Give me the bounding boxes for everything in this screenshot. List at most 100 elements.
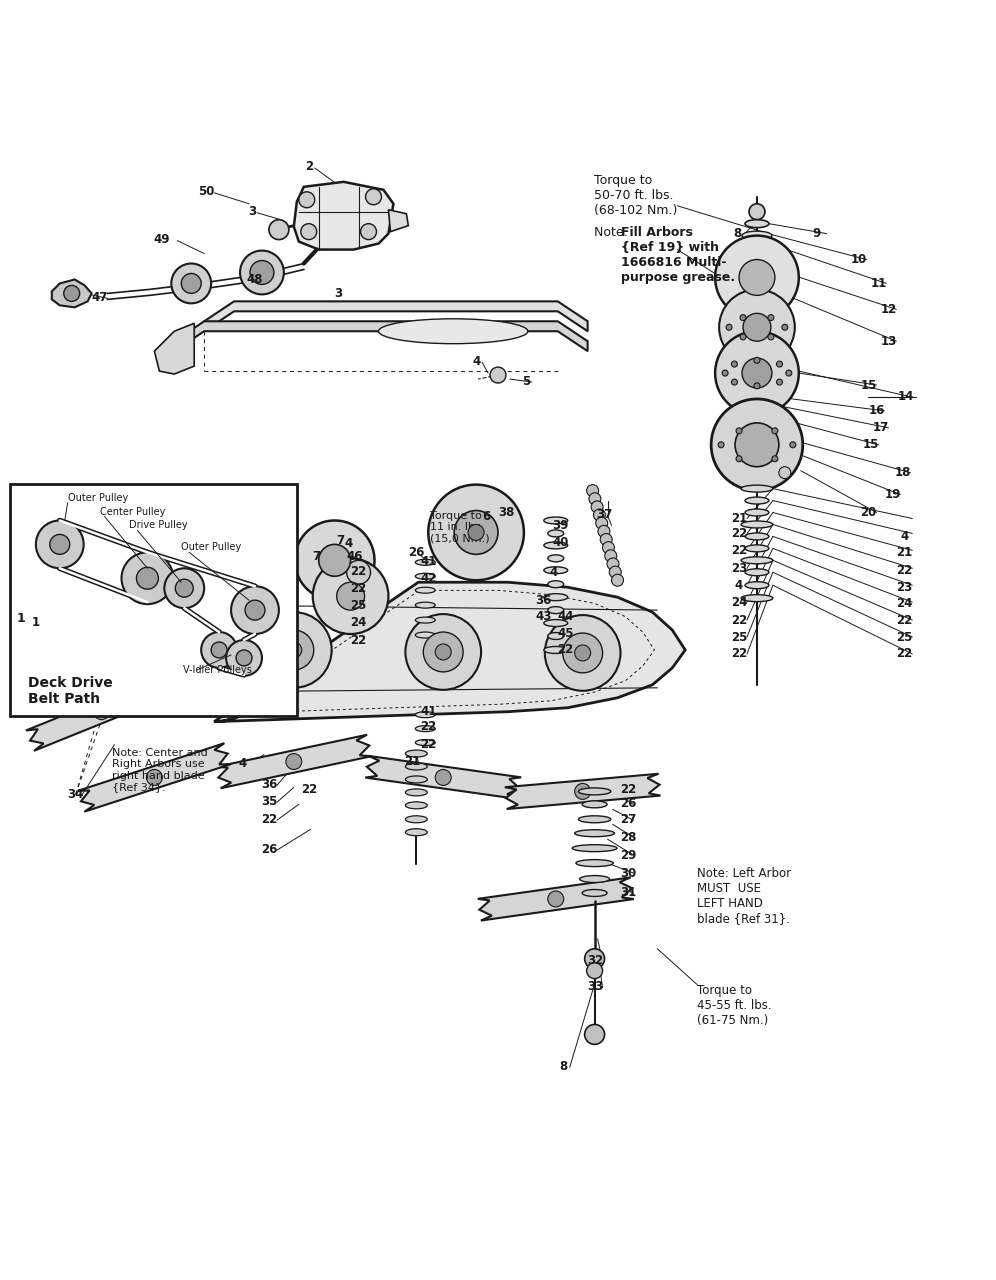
- Circle shape: [605, 550, 617, 562]
- Text: 22: 22: [351, 634, 367, 646]
- Text: 12: 12: [880, 303, 896, 316]
- Text: 44: 44: [558, 609, 574, 622]
- Text: 4: 4: [900, 530, 908, 543]
- Circle shape: [768, 334, 774, 340]
- Ellipse shape: [580, 876, 610, 882]
- Circle shape: [468, 525, 484, 540]
- Ellipse shape: [405, 828, 427, 836]
- Ellipse shape: [415, 740, 435, 745]
- Circle shape: [50, 535, 70, 554]
- Ellipse shape: [741, 595, 773, 602]
- Ellipse shape: [415, 602, 435, 608]
- Circle shape: [201, 632, 237, 668]
- Ellipse shape: [742, 232, 772, 241]
- Circle shape: [722, 370, 728, 376]
- Text: 11: 11: [871, 276, 886, 291]
- Text: 40: 40: [553, 536, 569, 549]
- Text: Outer Pulley: Outer Pulley: [181, 543, 241, 553]
- Polygon shape: [388, 210, 408, 232]
- Ellipse shape: [572, 845, 617, 851]
- Text: 35: 35: [261, 795, 277, 808]
- Circle shape: [548, 891, 564, 908]
- Circle shape: [718, 442, 724, 448]
- Text: 18: 18: [894, 466, 910, 479]
- Text: Drive Pulley: Drive Pulley: [129, 521, 188, 530]
- Text: 19: 19: [884, 488, 900, 500]
- Circle shape: [240, 251, 284, 294]
- Circle shape: [245, 600, 265, 620]
- Ellipse shape: [405, 788, 427, 796]
- Circle shape: [754, 383, 760, 389]
- Ellipse shape: [579, 788, 611, 795]
- Circle shape: [777, 361, 783, 367]
- Ellipse shape: [405, 776, 427, 783]
- Ellipse shape: [741, 521, 773, 527]
- Circle shape: [366, 189, 381, 205]
- Ellipse shape: [415, 726, 435, 732]
- Text: 5: 5: [522, 375, 530, 388]
- Ellipse shape: [544, 517, 568, 524]
- Text: 31: 31: [621, 887, 636, 900]
- Circle shape: [361, 224, 376, 239]
- Text: 22: 22: [731, 544, 747, 557]
- Polygon shape: [26, 672, 177, 751]
- Text: 13: 13: [880, 334, 896, 348]
- Ellipse shape: [745, 509, 769, 516]
- Ellipse shape: [745, 581, 769, 589]
- Text: 22: 22: [420, 721, 436, 733]
- Circle shape: [286, 643, 302, 658]
- Text: 1: 1: [32, 616, 40, 628]
- Circle shape: [739, 260, 775, 296]
- Circle shape: [347, 561, 371, 584]
- Circle shape: [299, 192, 315, 207]
- Ellipse shape: [575, 829, 615, 837]
- Circle shape: [726, 324, 732, 330]
- Text: 27: 27: [621, 813, 636, 826]
- Circle shape: [164, 568, 204, 608]
- Polygon shape: [78, 744, 231, 812]
- Ellipse shape: [544, 594, 568, 600]
- Ellipse shape: [745, 242, 769, 250]
- Circle shape: [740, 334, 746, 340]
- Ellipse shape: [544, 567, 568, 573]
- Circle shape: [575, 783, 591, 799]
- Ellipse shape: [745, 568, 769, 576]
- Circle shape: [36, 521, 84, 568]
- Circle shape: [428, 485, 524, 580]
- Text: 9: 9: [813, 227, 821, 241]
- Circle shape: [607, 558, 619, 570]
- Circle shape: [313, 558, 388, 634]
- Text: 22: 22: [261, 813, 277, 826]
- Text: 4: 4: [345, 536, 353, 550]
- Text: 26: 26: [261, 842, 277, 855]
- Ellipse shape: [741, 485, 773, 492]
- Ellipse shape: [415, 712, 435, 718]
- Polygon shape: [154, 324, 194, 374]
- Text: 6: 6: [482, 509, 490, 524]
- Text: 15: 15: [861, 379, 876, 392]
- Circle shape: [585, 1024, 605, 1044]
- Polygon shape: [174, 321, 588, 351]
- Text: 10: 10: [851, 253, 867, 266]
- Text: 4: 4: [550, 566, 558, 579]
- Ellipse shape: [579, 815, 611, 823]
- Polygon shape: [204, 301, 588, 332]
- Ellipse shape: [741, 557, 773, 563]
- Ellipse shape: [548, 581, 564, 588]
- Circle shape: [596, 517, 608, 529]
- Text: Torque to
45-55 ft. lbs.
(61-75 Nm.): Torque to 45-55 ft. lbs. (61-75 Nm.): [697, 983, 772, 1027]
- Text: 22: 22: [301, 783, 317, 796]
- Circle shape: [742, 358, 772, 388]
- Circle shape: [777, 379, 783, 385]
- Text: 17: 17: [872, 421, 888, 434]
- Circle shape: [715, 236, 799, 319]
- Circle shape: [587, 963, 603, 979]
- Circle shape: [587, 485, 599, 497]
- Circle shape: [790, 442, 796, 448]
- Circle shape: [286, 754, 302, 769]
- Circle shape: [94, 704, 110, 719]
- Text: 22: 22: [351, 564, 367, 577]
- Ellipse shape: [415, 573, 435, 580]
- Circle shape: [269, 220, 289, 239]
- Circle shape: [772, 456, 778, 462]
